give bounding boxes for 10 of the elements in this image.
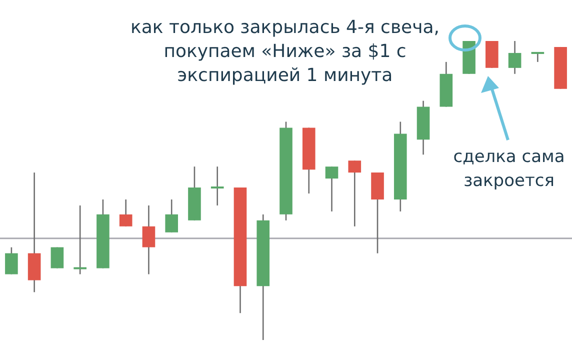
annotation: как только закрылась 4-я свеча, покупаем «Ниже» за $1 с экспирацией 1 минута [129, 16, 441, 88]
candlestick [348, 160, 362, 228]
candlestick [119, 198, 132, 228]
candlestick [5, 246, 18, 275]
candlestick [165, 198, 178, 234]
candlestick [142, 204, 156, 275]
candlestick [508, 40, 522, 75]
candlestick [325, 166, 338, 212]
annotation: сделка сама закроется [452, 146, 566, 193]
candlestick [72, 204, 88, 275]
